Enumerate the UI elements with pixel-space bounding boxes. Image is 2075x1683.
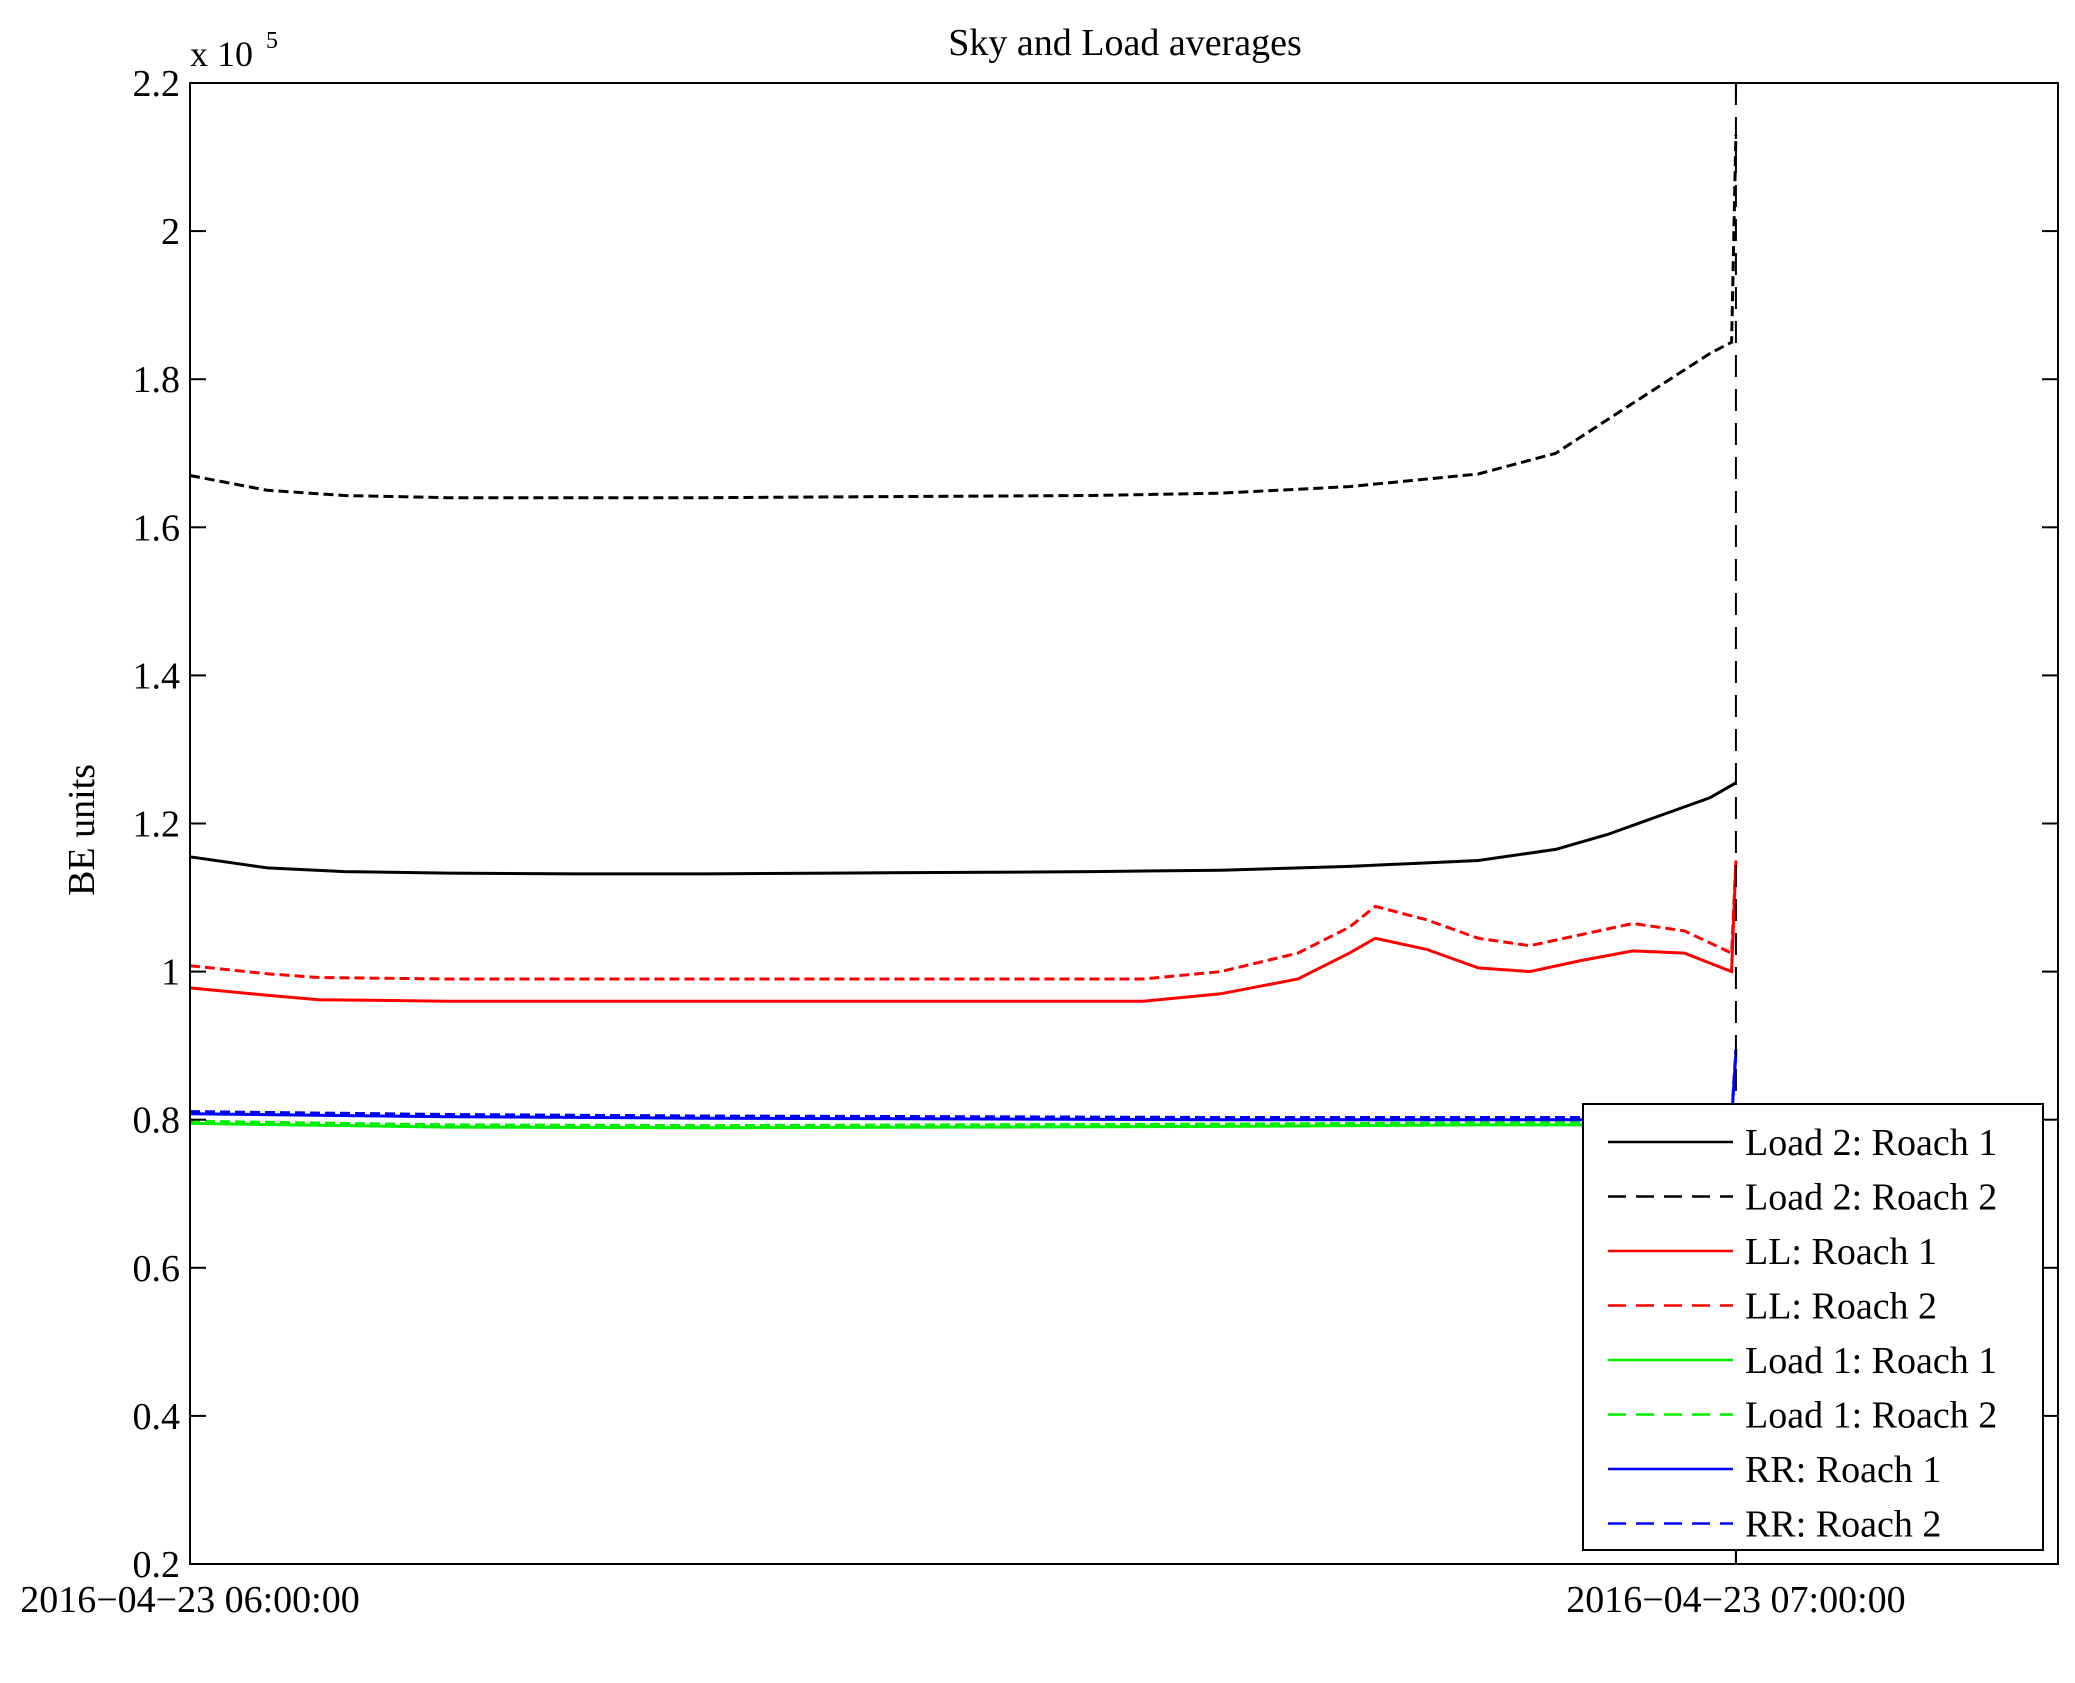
legend-label: Load 2: Roach 1 — [1745, 1122, 1997, 1164]
x-tick-label: 2016−04−23 06:00:00 — [20, 1579, 359, 1621]
y-tick-label: 1.4 — [133, 655, 181, 697]
legend-label: Load 1: Roach 1 — [1745, 1340, 1997, 1382]
y-exponent-base: x 10 — [190, 34, 253, 74]
y-tick-label: 0.2 — [133, 1544, 181, 1586]
legend-label: LL: Roach 1 — [1745, 1231, 1937, 1273]
legend-box — [1582, 1103, 2044, 1551]
series-line-2 — [189, 134, 1738, 500]
series-line-4 — [189, 860, 1738, 981]
y-tick-label: 1.6 — [133, 507, 181, 549]
y-tick-label: 0.6 — [133, 1248, 181, 1290]
y-tick-label: 0.4 — [133, 1396, 181, 1438]
legend-label: RR: Roach 1 — [1745, 1449, 1941, 1491]
y-tick-label: 1.2 — [133, 804, 181, 846]
legend-label: Load 2: Roach 2 — [1745, 1177, 1997, 1219]
y-tick-label: 2.2 — [133, 63, 181, 105]
y-tick-label: 2 — [161, 211, 180, 253]
y-tick-label: 1.8 — [133, 359, 181, 401]
series-line-3 — [189, 860, 1738, 1003]
y-axis-label: BE units — [61, 764, 103, 896]
legend-label: Load 1: Roach 2 — [1745, 1395, 1997, 1437]
y-tick-label: 1 — [161, 952, 180, 994]
axes: 0.2 0.4 0.6 0.8 1 1.2 1.4 1.6 1.8 2 2.2 2016−04−23 … — [20, 63, 2059, 1621]
legend: Load 2: Roach 1 Load 2: Roach 2 LL: Roach … — [1582, 1103, 2044, 1551]
legend-label: RR: Roach 2 — [1745, 1504, 1941, 1546]
legend-label: LL: Roach 2 — [1745, 1286, 1937, 1328]
x-tick-label: 2016−04−23 07:00:00 — [1566, 1579, 1905, 1621]
y-tick-label: 0.8 — [133, 1100, 181, 1142]
series-line-1 — [189, 781, 1737, 876]
chart-title: Sky and Load averages — [948, 22, 1302, 64]
y-exponent-label: x 10 5 — [190, 28, 278, 74]
y-exponent-power: 5 — [266, 28, 278, 54]
